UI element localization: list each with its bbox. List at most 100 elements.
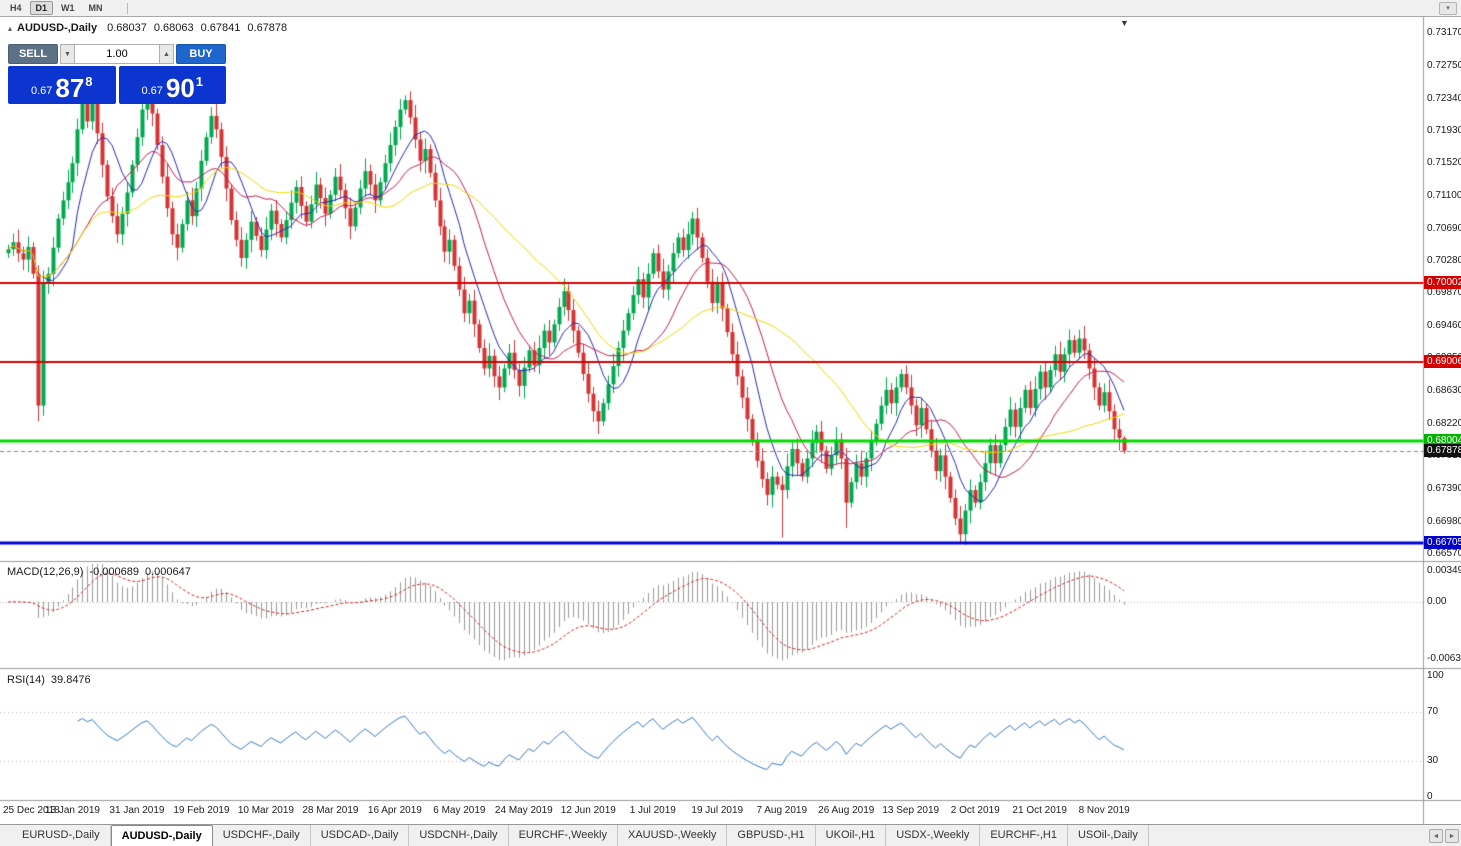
buy-price-prefix: 0.67	[141, 85, 163, 97]
date-axis-label: 10 Mar 2019	[237, 805, 294, 816]
ohlc-high: 0.68063	[153, 22, 194, 34]
rsi-indicator-name: RSI(14)	[7, 674, 45, 686]
ohlc-close: 0.67878	[247, 22, 288, 34]
timeframe-button-d1[interactable]: D1	[29, 1, 54, 15]
sell-price-display[interactable]: 0.67 87 8	[8, 66, 116, 104]
ohlc-open: 0.68037	[107, 22, 147, 34]
price-level-badge: 0.67878	[1424, 443, 1461, 457]
chart-symbol-title: AUDUSD-,Daily	[17, 22, 98, 34]
price-axis-label: 0.68220	[1427, 417, 1461, 429]
macd-signal-value: 0.000647	[144, 566, 191, 578]
buy-price-pips: 90	[165, 73, 195, 103]
tab-audusd-daily[interactable]: AUDUSD-,Daily	[110, 825, 213, 846]
price-axis-label: 0.71100	[1427, 190, 1461, 202]
price-axis-label: 0.67390	[1427, 483, 1461, 495]
date-axis-label: 21 Oct 2019	[1012, 805, 1067, 816]
rsi-label-row: RSI(14) 39.8476	[7, 674, 97, 686]
date-axis-label: 25 Dec 2018	[3, 805, 60, 816]
tab-usdchf-daily[interactable]: USDCHF-,Daily	[213, 825, 311, 846]
one-click-trading-panel: SELL ▼ ▲ BUY 0.67 87 8 0.67 90 1	[8, 44, 226, 104]
ohlc-low: 0.67841	[200, 22, 241, 34]
price-axis-label: 0.66980	[1427, 515, 1461, 527]
price-axis-label: 0.71930	[1427, 124, 1461, 136]
price-axis-label: 0.73170	[1427, 27, 1461, 38]
triangle-up-icon: ▲	[163, 50, 170, 58]
date-axis-label: 7 Aug 2019	[756, 805, 808, 816]
buy-price-display[interactable]: 0.67 90 1	[118, 66, 226, 104]
price-level-badge: 0.66705	[1424, 536, 1461, 550]
chart-tab-list: EURUSD-,Daily AUDUSD-,Daily USDCHF-,Daily U…	[12, 825, 1149, 846]
date-axis-label: 1 Jul 2019	[629, 805, 676, 816]
date-axis-label: 26 Aug 2019	[818, 805, 875, 816]
date-axis-label: 24 May 2019	[494, 805, 553, 816]
macd-label-row: MACD(12,26,9) -0.000689 0.000647	[7, 566, 197, 578]
top-toolbar: H4 D1 W1 MN ▾	[0, 0, 1461, 17]
tab-usdx-weekly[interactable]: USDX-,Weekly	[886, 825, 981, 846]
price-axis-label: 0.70280	[1427, 255, 1461, 267]
macd-value: -0.000689	[89, 566, 139, 578]
timeframe-button-mn[interactable]: MN	[88, 3, 103, 13]
date-axis-label: 19 Feb 2019	[173, 805, 230, 816]
volume-input[interactable]	[75, 44, 159, 64]
sell-price-prefix: 0.67	[30, 85, 53, 97]
price-level-badge: 0.68004	[1424, 433, 1461, 447]
tab-xauusd-weekly[interactable]: XAUUSD-,Weekly	[618, 825, 728, 846]
price-axis-label: 0.72750	[1427, 60, 1461, 72]
price-axis-label: 0.72340	[1427, 92, 1461, 104]
sell-price-pips: 87	[55, 73, 85, 103]
chart-workspace: ▴ AUDUSD-,Daily 0.68037 0.68063 0.67841 …	[0, 17, 1461, 824]
date-axis-label: 12 Jun 2019	[560, 805, 616, 816]
macd-axis-label: 0.00349	[1427, 565, 1461, 576]
chart-menu-button[interactable]: ▾	[1439, 1, 1457, 15]
price-level-badge: 0.70002	[1424, 276, 1461, 290]
triangle-down-icon: ▼	[64, 50, 71, 58]
tab-scroll-left-button[interactable]: ◄	[1429, 829, 1443, 843]
chevron-down-icon: ▾	[1446, 5, 1450, 12]
date-axis-label: 31 Jan 2019	[109, 805, 165, 816]
volume-decrease-button[interactable]: ▼	[60, 44, 75, 64]
date-axis-label: 2 Oct 2019	[950, 805, 1000, 816]
sell-price-point: 8	[85, 74, 93, 89]
buy-price-point: 1	[195, 74, 204, 89]
tab-eurchf-weekly[interactable]: EURCHF-,Weekly	[509, 825, 618, 846]
date-axis-label: 28 Mar 2019	[302, 805, 359, 816]
rsi-axis-label: 0	[1427, 791, 1433, 802]
macd-axis-label: 0.00	[1427, 596, 1447, 607]
date-axis-label: 6 May 2019	[433, 805, 486, 816]
tab-eurusd-daily[interactable]: EURUSD-,Daily	[12, 825, 111, 846]
date-axis-label: 16 Apr 2019	[367, 805, 422, 816]
tab-usoil-daily[interactable]: USOil-,Daily	[1068, 825, 1149, 846]
price-axis-label: 0.71520	[1427, 157, 1461, 169]
rsi-axis-label: 30	[1427, 754, 1439, 766]
timeframe-button-h4[interactable]: H4	[10, 3, 22, 13]
timeframe-button-w1[interactable]: W1	[61, 3, 75, 13]
price-axis-label: 0.66570	[1427, 547, 1461, 559]
toolbar-separator	[126, 2, 128, 14]
date-axis-label: 19 Jul 2019	[691, 805, 744, 816]
price-axis-label: 0.69870	[1427, 287, 1461, 299]
arrow-right-icon: ►	[1448, 832, 1456, 840]
chart-title-row: ▴ AUDUSD-,Daily 0.68037 0.68063 0.67841 …	[8, 22, 294, 34]
macd-indicator-name: MACD(12,26,9)	[7, 566, 84, 578]
price-chart-canvas[interactable]	[0, 17, 1461, 824]
rsi-axis-label: 70	[1427, 706, 1439, 718]
rsi-value: 39.8476	[50, 674, 91, 686]
chart-shift-marker-icon[interactable]: ▼	[1120, 18, 1129, 28]
tab-eurchf-h1[interactable]: EURCHF-,H1	[980, 825, 1068, 846]
date-axis-label: 8 Nov 2019	[1078, 805, 1130, 816]
date-axis-label: 13 Sep 2019	[882, 805, 940, 816]
date-axis-label: 13 Jan 2019	[44, 805, 100, 816]
one-click-collapse-icon[interactable]: ▴	[8, 23, 13, 33]
volume-increase-button[interactable]: ▲	[159, 44, 174, 64]
price-axis-label: 0.69460	[1427, 319, 1461, 331]
buy-button[interactable]: BUY	[176, 44, 226, 64]
arrow-left-icon: ◄	[1432, 832, 1440, 840]
tab-gbpusd-h1[interactable]: GBPUSD-,H1	[727, 825, 816, 846]
tab-usdcnh-daily[interactable]: USDCNH-,Daily	[409, 825, 509, 846]
rsi-axis-label: 100	[1427, 670, 1444, 681]
sell-button[interactable]: SELL	[8, 44, 58, 64]
price-level-badge: 0.69006	[1424, 354, 1461, 368]
tab-scroll-right-button[interactable]: ►	[1445, 829, 1459, 843]
tab-ukoil-h1[interactable]: UKOil-,H1	[816, 825, 887, 846]
tab-usdcad-daily[interactable]: USDCAD-,Daily	[311, 825, 410, 846]
